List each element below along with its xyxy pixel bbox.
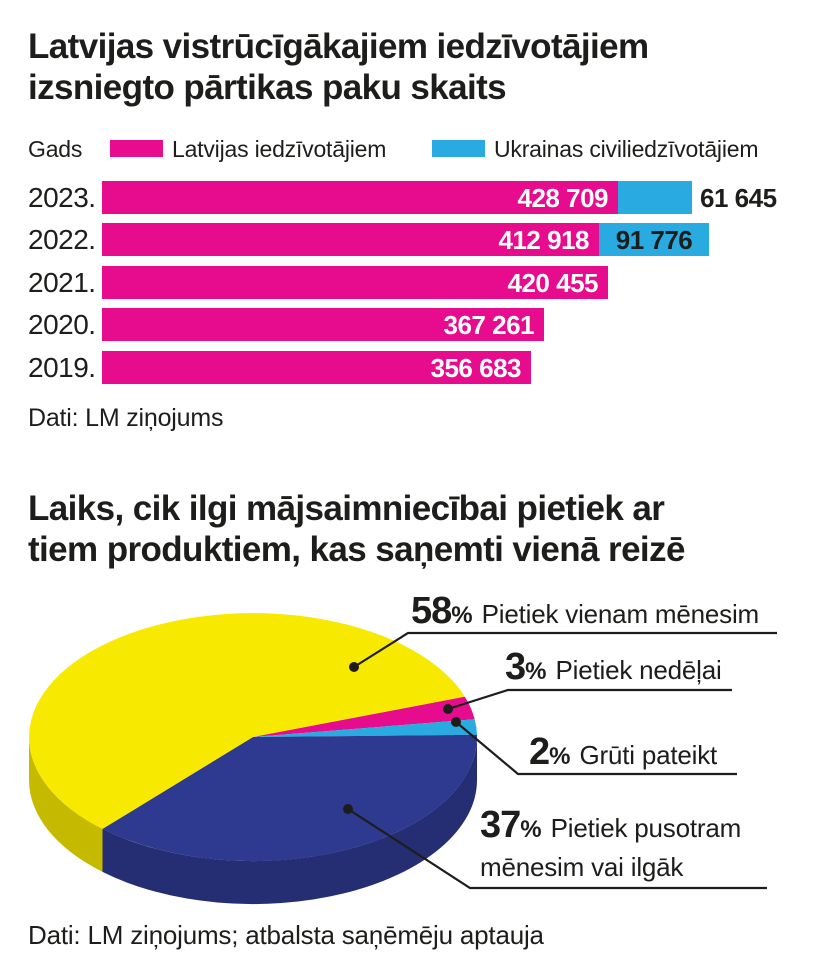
leader-dot-3 [443,704,453,714]
legend-label-ukraine: Ukrainas civiliedzīvotājiem [494,136,759,162]
bar-value-latvia: 412 918 [498,225,590,255]
bar-value-ukraine-outside: 61 645 [700,183,777,213]
pie-callout-37-unit: % [520,816,542,843]
bar-chart-title: Latvijas vistrūcīgākajiem iedzīvotājiem … [28,26,649,108]
pie-chart-title-line2: tiem produktiem, kas saņemti vienā reizē [28,530,685,569]
bar-chart-source: Dati: LM ziņojums [28,404,224,432]
bar-year-label: 2023. [28,182,96,213]
legend-swatch-latvia [110,140,163,157]
pie-callout-37: 37% Pietiek pusotram mēnesim vai ilgāk [480,806,741,883]
bar-track: 367 261 [102,308,820,341]
bar-segment-latvia: 367 261 [102,308,544,341]
pie-3d-sides [28,737,478,905]
bar-chart-title-line1: Latvijas vistrūcīgākajiem iedzīvotājiem [28,27,649,66]
bar-year-label: 2021. [28,267,96,298]
bar-chart-legend: Gads Latvijas iedzīvotājiem Ukrainas civ… [0,137,820,161]
leader-dot-37 [343,804,353,814]
bar-chart-plot-area: 2023. 428 709 61 645 2022. 412 918 91 77… [0,181,820,393]
pie-callout-37-text-line2: mēnesim vai ilgāk [480,852,684,882]
legend-label-latvia: Latvijas iedzīvotājiem [172,136,387,162]
bar-track: 412 918 91 776 [102,223,820,256]
bar-segment-latvia: 356 683 [102,351,531,384]
legend-swatch-ukraine [432,140,485,157]
bar-segment-ukraine [618,181,692,214]
pie-chart-source: Dati: LM ziņojums; atbalsta saņēmēju apt… [28,920,544,950]
bar-year-label: 2019. [28,352,96,383]
pie-chart-title-line1: Laiks, cik ilgi mājsaimniecībai pietiek … [28,489,665,528]
pie-slice [102,734,478,862]
leader-dot-58 [349,662,359,672]
bar-segment-ukraine: 91 776 [599,223,709,256]
bar-row: 2023. 428 709 61 645 [0,181,820,214]
pie-callout-3: 3% Pietiek nedēļai [505,648,722,694]
pie-callout-2: 2% Grūti pateikt [529,733,717,779]
pie-callout-3-unit: % [525,658,547,685]
bar-track: 428 709 61 645 [102,181,820,214]
pie-callout-2-value: 2 [529,731,550,773]
bar-track: 420 455 [102,266,820,299]
pie-callout-37-text: Pietiek pusotram [550,813,742,843]
bar-year-label: 2022. [28,224,96,255]
pie-slice-side [102,737,478,905]
bar-row: 2020. 367 261 [0,308,820,341]
pie-callout-3-text: Pietiek nedēļai [555,655,722,685]
bar-segment-latvia: 428 709 [102,181,618,214]
bar-value-latvia: 428 709 [517,183,609,213]
pie-slice [253,696,475,737]
pie-chart-title: Laiks, cik ilgi mājsaimniecībai pietiek … [28,488,685,570]
bar-chart-title-line2: izsniegto pārtikas paku skaits [28,68,507,107]
pie-callout-58-unit: % [451,602,473,629]
leader-dot-2 [451,717,461,727]
pie-slice [253,719,477,737]
bar-value-latvia: 356 683 [430,353,522,383]
bar-year-label: 2020. [28,309,96,340]
pie-slices [29,613,478,862]
bar-row: 2022. 412 918 91 776 [0,223,820,256]
pie-callout-37-value: 37 [480,804,521,846]
pie-callout-58: 58% Pietiek vienam mēnesim [411,592,759,638]
bar-segment-latvia: 412 918 [102,223,599,256]
bar-track: 356 683 [102,351,820,384]
pie-slice-side [28,737,103,872]
bar-value-ukraine: 91 776 [615,225,693,255]
pie-slice [29,613,465,829]
pie-callout-3-value: 3 [505,646,526,688]
legend-axis-label: Gads [28,136,83,162]
pie-callout-2-text: Grūti pateikt [579,740,718,770]
bar-value-latvia: 367 261 [443,310,535,340]
pie-callout-58-text: Pietiek vienam mēnesim [481,599,760,629]
bar-segment-latvia: 420 455 [102,266,608,299]
bar-row: 2019. 356 683 [0,351,820,384]
pie-callout-58-value: 58 [411,590,452,632]
bar-row: 2021. 420 455 [0,266,820,299]
pie-callout-2-unit: % [549,743,571,770]
bar-value-latvia: 420 455 [507,268,599,298]
